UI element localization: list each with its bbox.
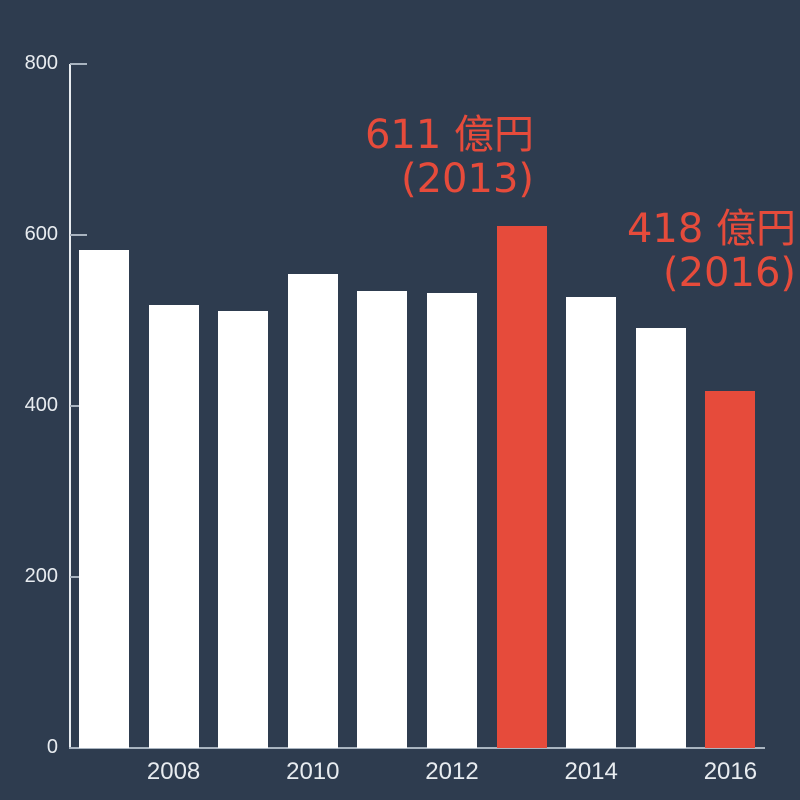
x-tick-label: 2008 bbox=[146, 758, 201, 785]
bar-2010 bbox=[287, 274, 338, 748]
bar-2015 bbox=[635, 328, 686, 748]
annotation-2016-value: 418 億円 bbox=[626, 206, 796, 252]
y-tick-label: 800 bbox=[24, 52, 58, 74]
x-axis-line bbox=[69, 747, 765, 749]
annotation-2013-year: (2013) bbox=[400, 156, 534, 202]
x-tick-label: 2010 bbox=[286, 758, 340, 785]
bar-2012 bbox=[427, 293, 477, 748]
bar-2009 bbox=[218, 311, 269, 748]
x-tick-label: 2014 bbox=[564, 758, 618, 785]
bar-2014 bbox=[566, 297, 617, 748]
annotation-2016-year: (2016) bbox=[662, 250, 796, 296]
annotation-2013-value: 611 億円 bbox=[364, 112, 534, 158]
annotation-2013: 611 億円 (2013) bbox=[300, 113, 534, 201]
x-tick-label: 2016 bbox=[703, 758, 758, 785]
bar-2007 bbox=[79, 250, 129, 748]
y-tick-mark bbox=[70, 234, 87, 236]
bar-2011 bbox=[357, 290, 408, 748]
bar-2013 bbox=[496, 225, 547, 748]
x-tick-label: 2012 bbox=[425, 758, 479, 785]
annotation-2016: 418 億円 (2016) bbox=[540, 207, 796, 295]
bar-2016 bbox=[705, 390, 756, 748]
y-tick-label: 0 bbox=[46, 736, 58, 758]
y-tick-mark bbox=[70, 63, 87, 65]
y-tick-label: 600 bbox=[24, 223, 58, 245]
bar-2008 bbox=[148, 305, 199, 748]
y-tick-label: 200 bbox=[24, 565, 58, 587]
y-tick-mark bbox=[70, 405, 87, 407]
y-tick-mark bbox=[70, 576, 87, 578]
y-tick-label: 400 bbox=[24, 394, 58, 416]
